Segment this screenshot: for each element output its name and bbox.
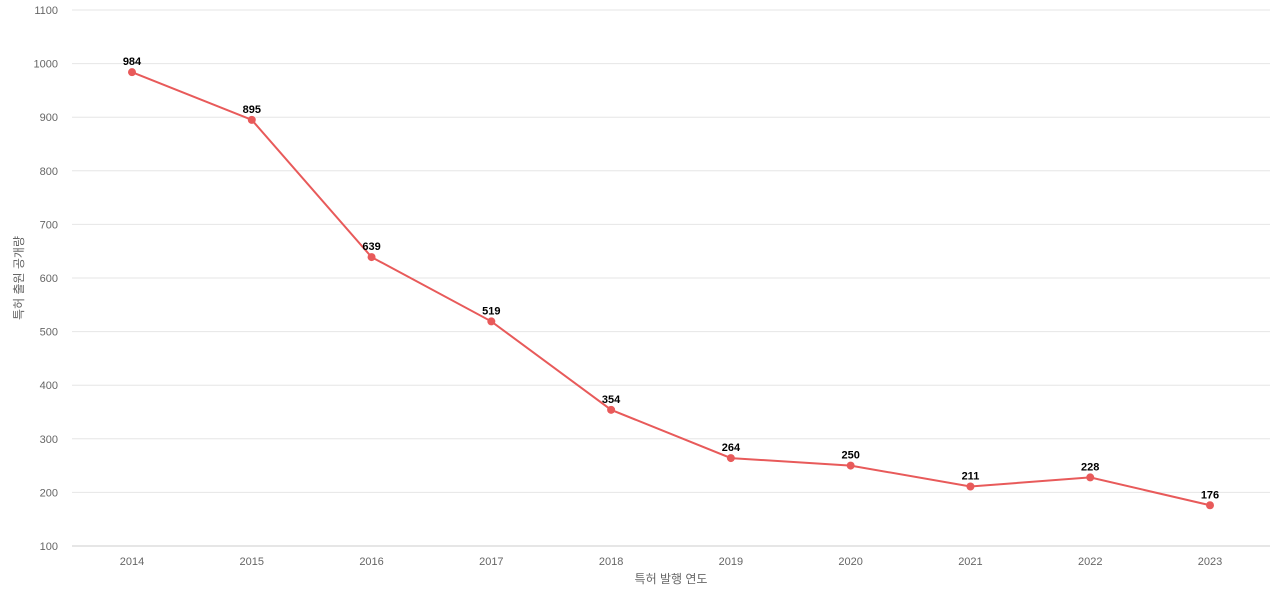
- data-point: [367, 253, 376, 262]
- y-tick-label: 300: [40, 434, 58, 446]
- y-tick-label: 900: [40, 112, 58, 124]
- y-tick-label: 700: [40, 219, 58, 231]
- x-tick-label: 2018: [599, 556, 623, 568]
- x-tick-label: 2016: [359, 556, 383, 568]
- data-label: 250: [841, 450, 859, 462]
- x-tick-label: 2020: [838, 556, 862, 568]
- data-point: [1206, 501, 1214, 510]
- y-tick-label: 200: [40, 487, 58, 499]
- y-tick-label: 400: [40, 380, 58, 392]
- y-axis-title: 특허 출원 공개량: [12, 236, 26, 320]
- data-point: [607, 405, 616, 414]
- data-point: [487, 317, 496, 326]
- data-point: [128, 68, 136, 77]
- data-point: [247, 115, 256, 124]
- data-label: 211: [962, 471, 980, 483]
- data-label: 639: [362, 241, 380, 253]
- x-tick-label: 2014: [120, 556, 144, 568]
- x-tick-label: 2015: [240, 556, 264, 568]
- data-label: 176: [1201, 489, 1219, 501]
- series-group: 984 895 639 519 354 264 250 211 228 176: [123, 56, 1219, 510]
- y-tick-label: 800: [40, 166, 58, 178]
- series-line: [131, 71, 1211, 507]
- y-tick-label: 1100: [34, 5, 58, 17]
- x-tick-label: 2019: [719, 556, 743, 568]
- data-point: [1086, 473, 1095, 482]
- x-axis-ticks: 2014 2015 2016 2017 2018 2019 2020 2021 2022 2023: [120, 556, 1222, 568]
- y-tick-label: 1000: [34, 59, 58, 71]
- y-tick-label: 600: [40, 273, 58, 285]
- data-label: 354: [602, 394, 621, 406]
- y-tick-label: 100: [40, 541, 58, 553]
- data-label: 264: [722, 442, 741, 454]
- data-point: [726, 454, 735, 463]
- x-axis-title: 특허 발행 연도: [635, 571, 708, 586]
- gridlines: [72, 9, 1270, 493]
- y-tick-label: 500: [40, 327, 58, 339]
- y-axis-ticks: 100 200 300 400 500 600 700 800 900 1000 1100: [34, 5, 58, 553]
- data-label: 228: [1081, 461, 1099, 473]
- x-tick-label: 2022: [1078, 556, 1102, 568]
- x-tick-label: 2021: [958, 556, 982, 568]
- x-tick-label: 2023: [1198, 556, 1222, 568]
- x-tick-label: 2017: [479, 556, 503, 568]
- data-point: [846, 461, 855, 470]
- data-label: 984: [123, 56, 142, 68]
- data-point: [966, 482, 975, 491]
- data-label: 895: [243, 104, 261, 116]
- data-label: 519: [482, 305, 500, 317]
